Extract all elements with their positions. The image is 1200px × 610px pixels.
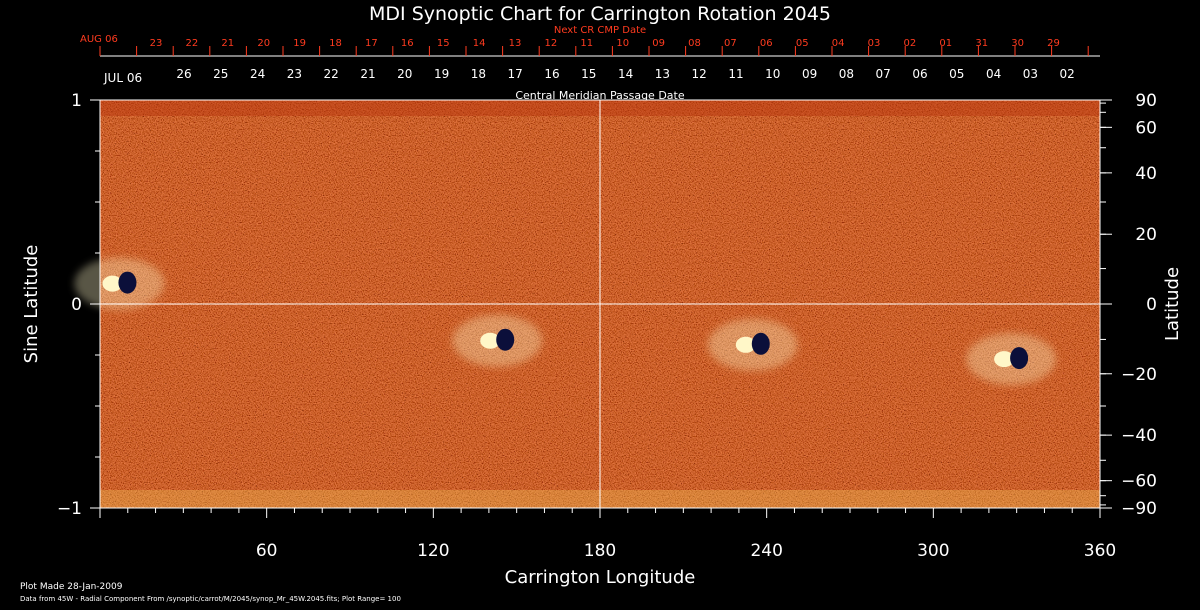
y-tick-label: −1	[57, 499, 82, 519]
next-date-label: 04	[832, 38, 845, 49]
y-tick-label: 0	[71, 295, 82, 315]
y2-tick-label: 90	[1135, 91, 1157, 111]
current-dates: 26 25 24 23 22 21 20 19 18 17 16 15 14 13 12 11 10 09 08 07…	[176, 67, 1074, 81]
y-axis: −1 0 1	[57, 91, 100, 519]
current-date-label: 09	[802, 67, 817, 81]
next-date-label: 01	[939, 38, 952, 49]
current-date-label: 21	[360, 67, 375, 81]
next-date-label: 15	[437, 38, 450, 49]
next-date-label: 22	[186, 38, 199, 49]
next-dates: 23 22 21 20 19 18 17 16 15 14 13 12 11 10 09 08 07 06 05 04…	[150, 38, 1060, 49]
current-date-label: 16	[544, 67, 559, 81]
next-date-label: 03	[868, 38, 881, 49]
active-region-positive	[102, 275, 123, 292]
active-region-negative	[751, 332, 770, 355]
current-date-label: 04	[986, 67, 1001, 81]
current-date-label: 08	[839, 67, 854, 81]
next-date-label: 31	[975, 38, 988, 49]
y2-tick-label: 60	[1135, 118, 1157, 138]
current-date-label: 23	[287, 67, 302, 81]
active-region-negative	[118, 271, 137, 294]
current-date-label: 06	[912, 67, 927, 81]
next-date-label: 17	[365, 38, 378, 49]
current-date-label: 25	[213, 67, 228, 81]
active-region-negative	[496, 328, 515, 351]
y2-axis: −90 −60 −40 −20 0 20 40 60 90	[1100, 91, 1157, 519]
current-date-label: 22	[324, 67, 339, 81]
next-date-label: 19	[293, 38, 306, 49]
next-date-label: 08	[688, 38, 701, 49]
next-start-label: AUG 06	[80, 34, 118, 45]
active-region-positive	[735, 336, 756, 353]
x-tick-label: 180	[584, 541, 616, 561]
x-tick-label: 60	[256, 541, 278, 561]
next-date-label: 05	[796, 38, 809, 49]
current-date-label: 24	[250, 67, 265, 81]
data-source-label: Data from 45W - Radial Component From /s…	[20, 595, 401, 603]
x-tick-label: 300	[917, 541, 949, 561]
y-axis-label: Sine Latitude	[21, 245, 42, 364]
active-region-positive	[994, 351, 1015, 368]
next-date-label: 09	[652, 38, 665, 49]
current-date-label: 10	[765, 67, 780, 81]
y2-tick-label: −40	[1121, 426, 1157, 446]
current-date-label: 19	[434, 67, 449, 81]
plot-made-label: Plot Made 28-Jan-2009	[20, 582, 123, 592]
y2-axis-label: Latitude	[1162, 267, 1183, 341]
y2-tick-label: 40	[1135, 164, 1157, 184]
active-region-negative	[1010, 347, 1029, 370]
current-date-label: 05	[949, 67, 964, 81]
chart-title: MDI Synoptic Chart for Carrington Rotati…	[369, 3, 831, 25]
x-tick-label: 120	[417, 541, 449, 561]
cmp-label: Central Meridian Passage Date	[515, 89, 684, 102]
next-date-label: 30	[1011, 38, 1024, 49]
current-date-label: 02	[1060, 67, 1075, 81]
next-date-label: 13	[509, 38, 522, 49]
current-date-label: 12	[692, 67, 707, 81]
active-regions	[74, 257, 1057, 386]
current-date-label: 15	[581, 67, 596, 81]
active-region-positive	[480, 332, 501, 349]
next-date-label: 29	[1047, 38, 1060, 49]
y2-tick-label: 0	[1146, 295, 1157, 315]
next-date-label: 21	[221, 38, 234, 49]
next-date-label: 07	[724, 38, 737, 49]
x-axis: 60 120 180 240 300 360	[99, 508, 1116, 561]
y2-tick-label: −60	[1121, 472, 1157, 492]
top-date-axis: Next CR CMP Date AUG 06 23 22 21 20 19 18 17 16…	[80, 25, 1100, 102]
current-date-label: 20	[397, 67, 412, 81]
current-date-label: 14	[618, 67, 633, 81]
next-date-label: 02	[904, 38, 917, 49]
next-date-label: 11	[580, 38, 593, 49]
current-date-label: 26	[176, 67, 191, 81]
current-start-label: JUL 06	[103, 71, 142, 85]
next-date-label: 06	[760, 38, 773, 49]
next-date-label: 23	[150, 38, 163, 49]
current-date-label: 13	[655, 67, 670, 81]
next-date-label: 10	[616, 38, 629, 49]
magnetogram-map	[74, 99, 1101, 509]
next-date-label: 16	[401, 38, 414, 49]
y2-tick-label: −20	[1121, 365, 1157, 385]
current-date-label: 11	[728, 67, 743, 81]
current-date-label: 17	[508, 67, 523, 81]
current-date-label: 07	[876, 67, 891, 81]
y-tick-label: 1	[71, 91, 82, 111]
y2-tick-label: 20	[1135, 225, 1157, 245]
next-date-label: 18	[329, 38, 342, 49]
x-tick-label: 240	[750, 541, 782, 561]
next-date-label: 20	[257, 38, 270, 49]
next-date-label: 14	[473, 38, 486, 49]
current-date-label: 03	[1023, 67, 1038, 81]
x-tick-label: 360	[1084, 541, 1116, 561]
next-date-label: 12	[545, 38, 558, 49]
next-cr-label: Next CR CMP Date	[554, 25, 646, 36]
current-date-label: 18	[471, 67, 486, 81]
x-axis-label: Carrington Longitude	[505, 567, 696, 588]
y2-tick-label: −90	[1121, 499, 1157, 519]
